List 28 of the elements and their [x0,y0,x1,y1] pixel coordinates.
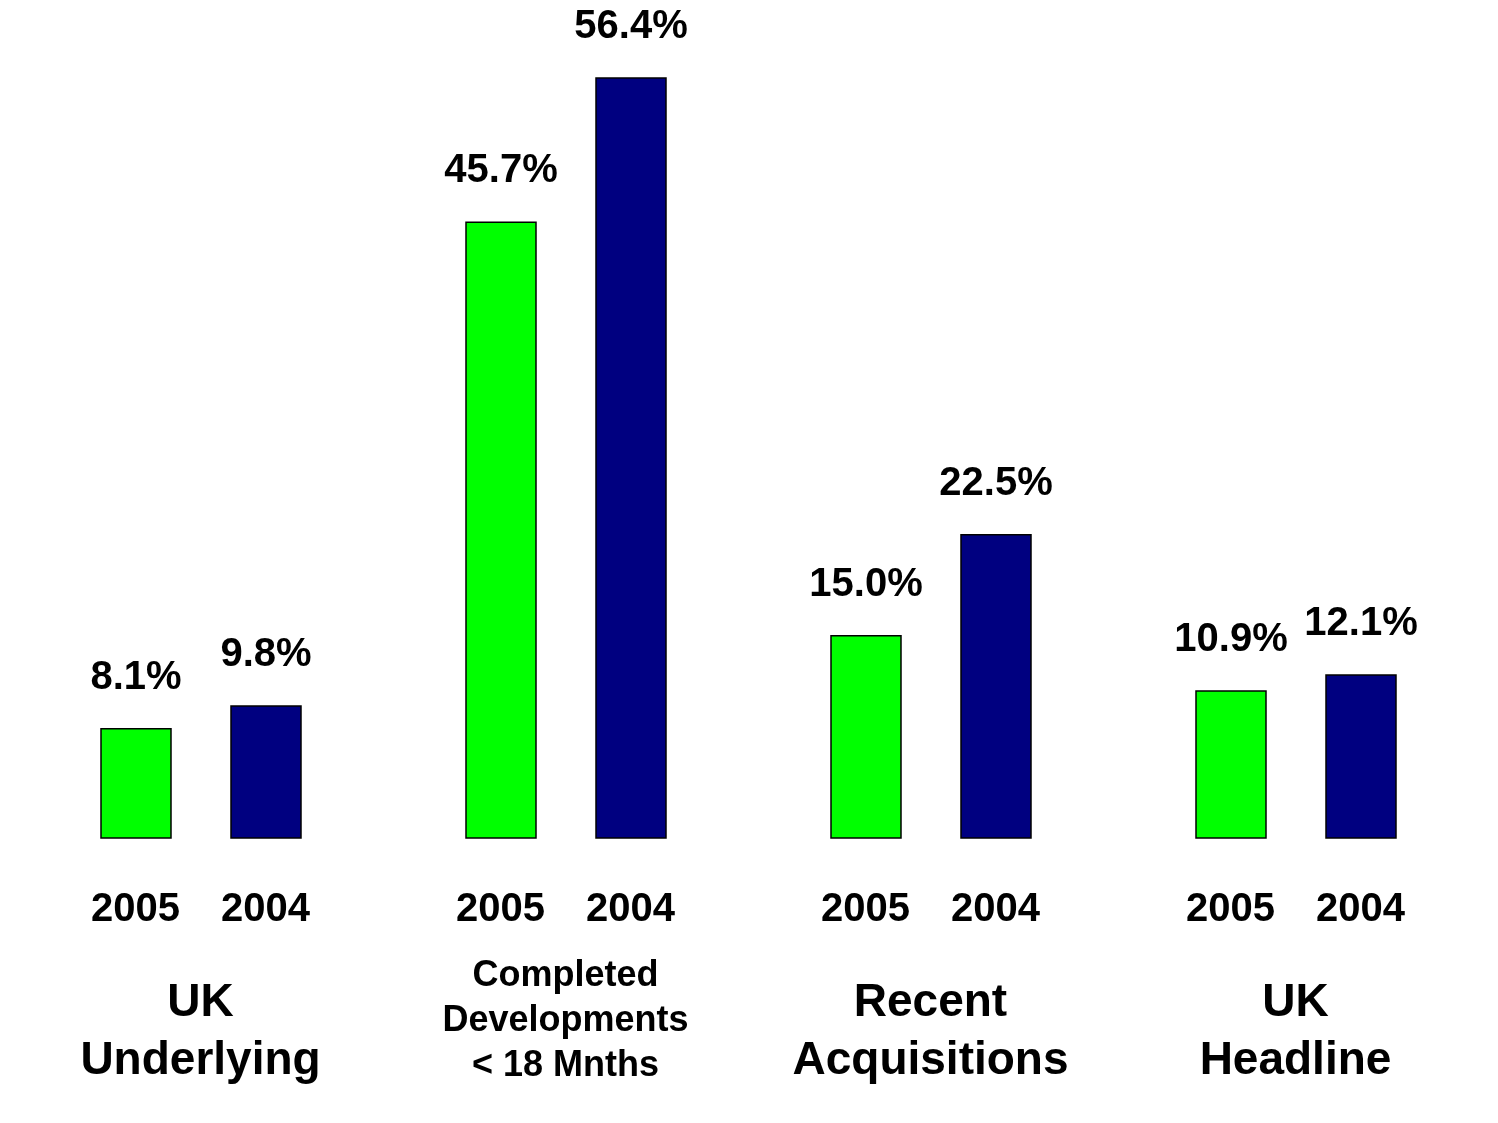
text: 2005 [821,885,910,929]
x-tick-label: UK Underlying [80,974,321,1084]
data-label: 8.1% [90,652,182,697]
data-label: 22.5% [939,458,1053,503]
data-label: 9.8% [220,629,312,674]
data-label: 45.7% [444,146,558,191]
x-tick-label: UK Headline [1199,974,1392,1084]
data-label: 15.0% [809,559,923,604]
text: 2004 [586,885,675,929]
x-tick-label: Recent Acquisitions [792,974,1069,1084]
bar [595,77,667,839]
text: 2005 [456,885,545,929]
bar [230,705,302,839]
bar [1195,690,1267,839]
data-label: 56.4% [574,2,688,46]
data-label: 10.9% [1174,615,1288,660]
text: 2005 [1186,885,1275,929]
bar [960,534,1032,839]
series-label: 2004 [221,885,311,929]
text: 2004 [1316,885,1405,929]
series-label: 2005 [91,885,180,929]
x-tick-label: Completed Developments < 18 Mnths [442,953,689,1084]
bar [1325,674,1397,839]
text: 2004 [951,885,1040,929]
bar [830,635,902,839]
data-label: 12.1% [1304,598,1418,643]
bar [100,728,172,839]
bar [465,221,537,839]
